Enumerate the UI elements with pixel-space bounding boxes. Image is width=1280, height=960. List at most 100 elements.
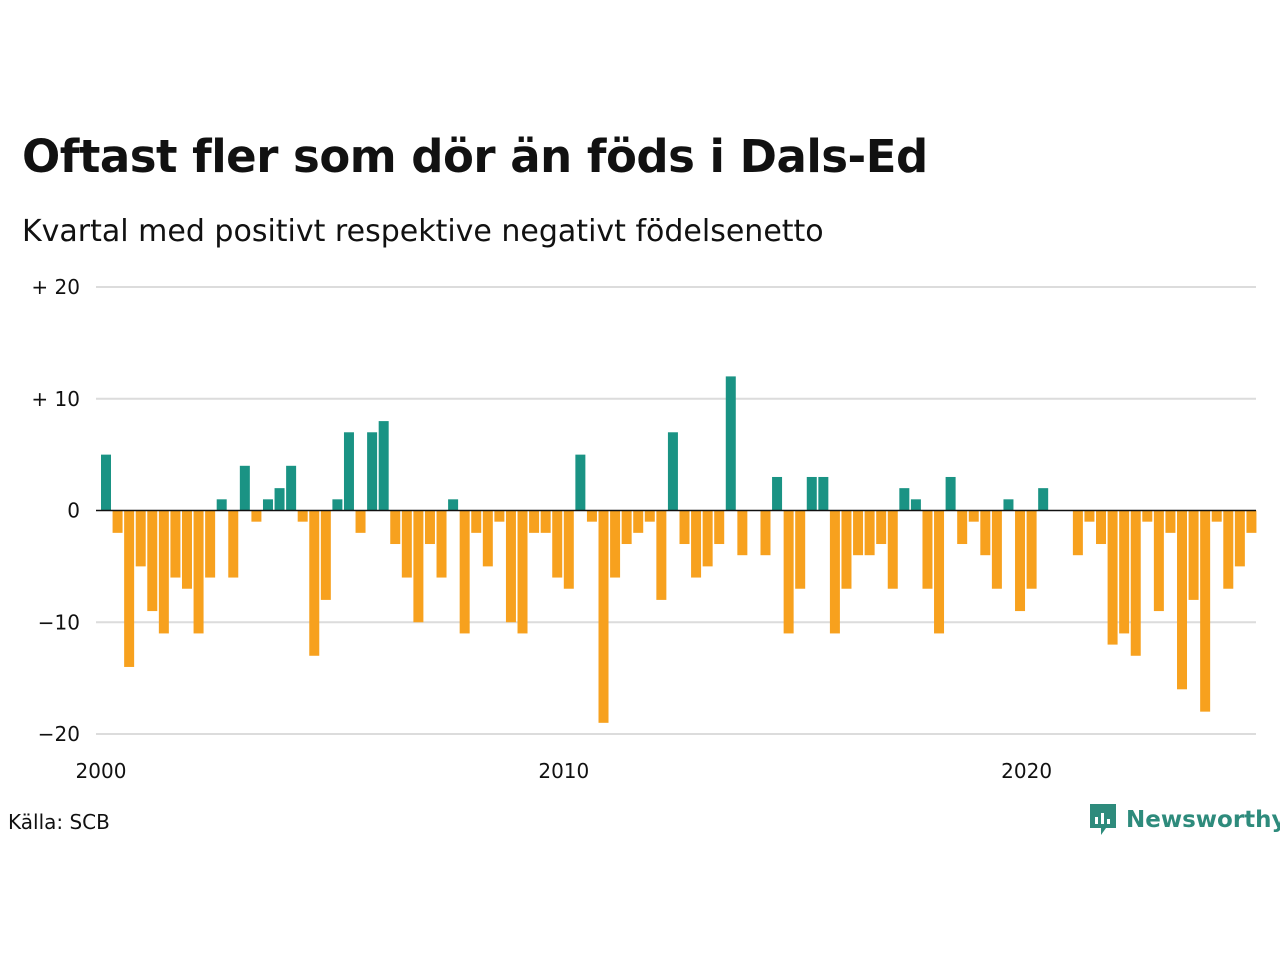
- y-tick-label: −10: [38, 610, 80, 634]
- bar: [1246, 510, 1257, 533]
- bar: [610, 510, 621, 578]
- bar: [459, 510, 470, 634]
- bar: [1211, 510, 1222, 522]
- bar: [320, 510, 331, 600]
- bar: [1153, 510, 1164, 612]
- bar: [1177, 510, 1188, 690]
- newsworthy-logo-icon: [1090, 804, 1116, 835]
- bar: [957, 510, 968, 545]
- bar: [621, 510, 632, 545]
- bar: [1130, 510, 1141, 656]
- bar: [1119, 510, 1130, 634]
- bar: [1038, 488, 1049, 511]
- bar: [251, 510, 262, 522]
- bar: [355, 510, 366, 533]
- bar: [656, 510, 667, 600]
- bar: [1096, 510, 1107, 545]
- bar: [1142, 510, 1153, 522]
- bar: [228, 510, 239, 578]
- bar: [135, 510, 146, 567]
- bar: [876, 510, 887, 545]
- bar: [552, 510, 563, 578]
- bar: [575, 454, 586, 511]
- bar: [1015, 510, 1026, 612]
- y-tick-label: 0: [67, 499, 80, 523]
- bar: [841, 510, 852, 589]
- bar: [644, 510, 655, 522]
- bar: [390, 510, 401, 545]
- bar: [471, 510, 482, 533]
- bar: [691, 510, 702, 578]
- bar: [540, 510, 551, 533]
- bar: [112, 510, 123, 533]
- bar: [945, 476, 956, 511]
- bar-chart: + 20 + 10 0 −10 −20 2000 2010 2020: [31, 275, 1257, 783]
- bars: [101, 376, 1257, 723]
- bar: [760, 510, 771, 556]
- bar: [1223, 510, 1234, 589]
- bar: [286, 465, 297, 511]
- x-tick-label: 2000: [76, 759, 127, 783]
- bar: [667, 432, 678, 511]
- bar: [783, 510, 794, 634]
- bar: [968, 510, 979, 522]
- y-tick-label: + 20: [31, 275, 80, 299]
- bar: [702, 510, 713, 567]
- bar: [262, 499, 273, 511]
- bar: [853, 510, 864, 556]
- bar: [413, 510, 424, 623]
- bar: [991, 510, 1002, 589]
- bar: [367, 432, 378, 511]
- bar: [205, 510, 216, 578]
- bar: [598, 510, 609, 723]
- bar: [448, 499, 459, 511]
- bar: [586, 510, 597, 522]
- bar: [101, 454, 111, 511]
- bar: [806, 476, 817, 511]
- x-tick-label: 2020: [1001, 759, 1052, 783]
- bar: [505, 510, 516, 623]
- bar: [563, 510, 574, 589]
- bar: [795, 510, 806, 589]
- bar: [216, 499, 227, 511]
- bar: [1165, 510, 1176, 533]
- bar: [714, 510, 725, 545]
- bar: [1107, 510, 1118, 645]
- x-axis-ticks: 2000 2010 2020: [76, 759, 1053, 783]
- bar: [482, 510, 493, 567]
- bar: [332, 499, 343, 511]
- bar: [124, 510, 135, 667]
- bar: [1003, 499, 1014, 511]
- source-note: Källa: SCB: [8, 810, 110, 834]
- bar: [147, 510, 158, 612]
- chart-subtitle: Kvartal med positivt respektive negativt…: [22, 214, 824, 249]
- bar: [829, 510, 840, 634]
- bar: [1084, 510, 1095, 522]
- bar: [424, 510, 435, 545]
- bar: [1026, 510, 1037, 589]
- x-tick-label: 2010: [538, 759, 589, 783]
- bar: [887, 510, 898, 589]
- bar: [239, 465, 250, 511]
- grid-lines: [96, 286, 1256, 735]
- bar: [274, 488, 285, 511]
- newsworthy-logo[interactable]: Newsworthy: [1088, 802, 1280, 838]
- bar: [633, 510, 644, 533]
- bar: [679, 510, 690, 545]
- newsworthy-logo-text: Newsworthy: [1126, 807, 1280, 833]
- bar: [725, 376, 736, 511]
- bar: [934, 510, 945, 634]
- bar: [378, 421, 389, 511]
- bar: [170, 510, 181, 578]
- bar: [494, 510, 505, 522]
- bar: [401, 510, 412, 578]
- bar: [899, 488, 910, 511]
- bar: [158, 510, 169, 634]
- chart-title: Oftast fler som dör än föds i Dals-Ed: [22, 130, 928, 183]
- bar: [1072, 510, 1083, 556]
- bar: [517, 510, 528, 634]
- bar: [309, 510, 320, 656]
- y-axis-ticks: + 20 + 10 0 −10 −20: [31, 275, 80, 746]
- bar: [818, 476, 829, 511]
- bar: [1234, 510, 1245, 567]
